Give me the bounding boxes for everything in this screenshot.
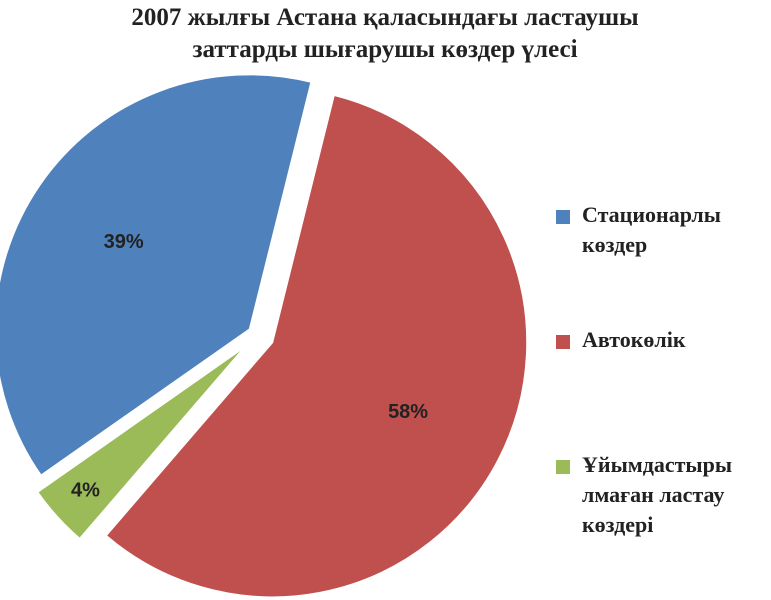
slice-label: 4% <box>71 479 100 501</box>
legend-label: Стационарлы көздер <box>582 202 721 257</box>
pie-slice <box>35 344 247 541</box>
legend-label: Ұйымдастырылмаған ластау көздері <box>582 452 733 537</box>
legend-swatch <box>556 460 570 474</box>
pie-slice <box>104 93 529 599</box>
slice-label: 58% <box>388 401 428 423</box>
legend-label: Автокөлік <box>582 327 686 352</box>
pie-slice <box>0 73 313 478</box>
slice-label: 39% <box>104 231 144 253</box>
legend-swatch <box>556 210 570 224</box>
chart-title: 2007 жылғы Астана қаласындағы ластаушы з… <box>131 4 639 63</box>
legend-swatch <box>556 335 570 349</box>
